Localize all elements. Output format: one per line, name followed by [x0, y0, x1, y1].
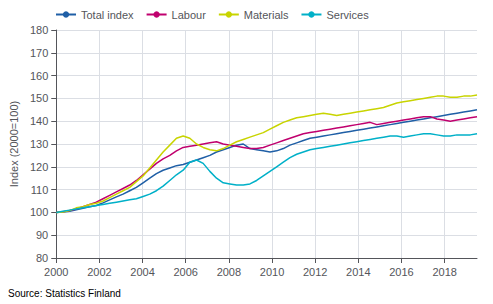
svg-text:170: 170: [30, 47, 48, 59]
svg-text:180: 180: [30, 24, 48, 36]
svg-text:90: 90: [36, 229, 48, 241]
svg-text:2012: 2012: [303, 266, 327, 278]
svg-text:2004: 2004: [130, 266, 154, 278]
svg-text:110: 110: [31, 184, 49, 196]
svg-text:140: 140: [30, 115, 48, 127]
svg-text:130: 130: [30, 138, 48, 150]
svg-text:80: 80: [36, 252, 48, 264]
svg-text:2018: 2018: [432, 266, 456, 278]
svg-text:2010: 2010: [260, 266, 284, 278]
svg-text:2006: 2006: [173, 266, 197, 278]
svg-text:Labour: Labour: [172, 9, 207, 21]
svg-text:100: 100: [30, 206, 48, 218]
svg-text:160: 160: [30, 70, 48, 82]
svg-text:Index (2000=100): Index (2000=100): [8, 101, 20, 188]
svg-text:Services: Services: [326, 9, 369, 21]
svg-text:120: 120: [30, 161, 48, 173]
svg-text:Materials: Materials: [244, 9, 289, 21]
svg-text:2002: 2002: [87, 266, 111, 278]
svg-text:Total index: Total index: [81, 9, 134, 21]
svg-text:2014: 2014: [346, 266, 370, 278]
svg-text:2016: 2016: [389, 266, 413, 278]
svg-text:Source: Statistics Finland: Source: Statistics Finland: [8, 288, 121, 299]
svg-text:2008: 2008: [217, 266, 241, 278]
svg-text:150: 150: [30, 92, 48, 104]
svg-text:2000: 2000: [44, 266, 68, 278]
